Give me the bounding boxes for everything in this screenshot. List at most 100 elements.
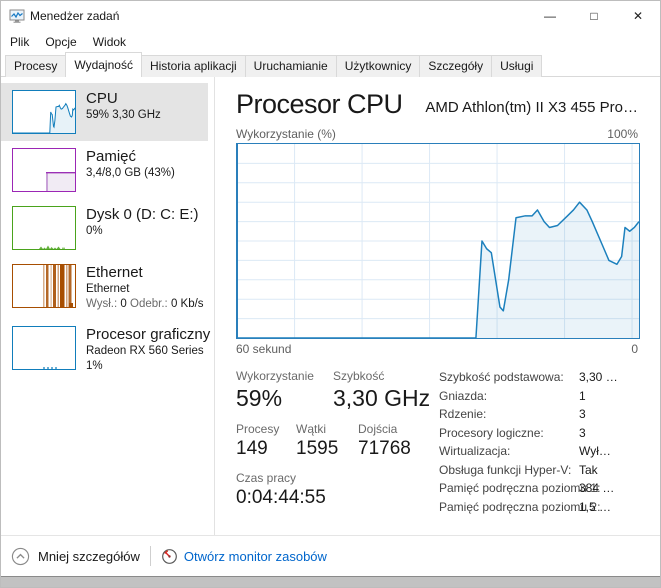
gpu-title: Procesor graficzny <box>86 326 211 343</box>
sidebar-item-memory[interactable]: Pamięć 3,4/8,0 GB (43%) <box>1 141 208 199</box>
menu-widok[interactable]: Widok <box>92 35 127 49</box>
detail-row: Gniazda: 1 <box>439 389 638 408</box>
tab-wydajnosc[interactable]: Wydajność <box>65 52 142 77</box>
window-title: Menedżer zadań <box>30 9 120 23</box>
chart-ylabel: Wykorzystanie (%) <box>236 127 336 141</box>
cpu-stats-block: Wykorzystanie Szybkość 59% 3,30 GHz Proc… <box>236 369 439 520</box>
cpu-details-list: Szybkość podstawowa: 3,30 … Gniazda: 1 R… <box>439 369 638 520</box>
ethernet-throughput-text: Wysł.: 0 Odebr.: 0 Kb/s <box>86 297 204 312</box>
utilization-value: 59% <box>236 385 283 411</box>
chart-ymax-label: 100% <box>607 127 638 141</box>
detail-row: Procesory logiczne: 3 <box>439 426 638 445</box>
cpu-usage-text: 59% 3,30 GHz <box>86 109 161 121</box>
open-resource-monitor-label: Otwórz monitor zasobów <box>183 548 327 564</box>
detail-row: Wirtualizacja: Wył… <box>439 444 638 463</box>
sidebar-item-gpu[interactable]: Procesor graficzny Radeon RX 560 Series … <box>1 319 211 381</box>
page-title: Procesor CPU <box>236 89 403 119</box>
cpu-title: CPU <box>86 90 118 107</box>
tab-strip: Procesy Wydajność Historia aplikacji Uru… <box>1 52 660 77</box>
processes-label: Procesy <box>236 422 280 436</box>
chart-xmin-label: 0 <box>631 342 638 356</box>
ethernet-title: Ethernet <box>86 264 143 281</box>
app-icon <box>9 9 25 23</box>
disk-usage-text: 0% <box>86 225 103 237</box>
close-button[interactable]: ✕ <box>632 9 644 23</box>
detail-label: Pamięć podręczna poziomu 2: <box>439 499 601 514</box>
ethernet-mini-chart <box>12 264 76 308</box>
uptime-label: Czas pracy <box>236 471 297 485</box>
cpu-mini-chart <box>12 90 76 134</box>
chart-gridlines <box>238 144 639 338</box>
handles-value: 71768 <box>358 438 411 459</box>
resource-monitor-gauge-icon <box>161 548 177 564</box>
detail-row: Pamięć podręczna poziomu 2: 1,5 … <box>439 500 638 519</box>
uptime-value: 0:04:44:55 <box>236 487 326 508</box>
menu-opcje[interactable]: Opcje <box>45 35 77 49</box>
threads-value: 1595 <box>296 438 339 459</box>
ethernet-adapter-name: Ethernet <box>86 283 130 295</box>
handles-label: Dojścia <box>358 422 398 436</box>
detail-row: Rdzenie: 3 <box>439 407 638 426</box>
footer-bar: Mniej szczegółów Otwórz monitor zasobów <box>1 535 660 576</box>
speed-label: Szybkość <box>333 369 385 383</box>
ethernet-sent-label: Wysł.: <box>86 298 118 310</box>
detail-label: Rdzenie: <box>439 407 487 421</box>
menu-plik[interactable]: Plik <box>10 35 30 49</box>
disk-mini-chart <box>12 206 76 250</box>
detail-value: 3 <box>579 425 586 440</box>
tab-uruchamianie[interactable]: Uruchamianie <box>244 55 337 77</box>
menu-bar: Plik Opcje Widok <box>1 31 660 53</box>
memory-usage-text: 3,4/8,0 GB (43%) <box>86 167 175 179</box>
processes-value: 149 <box>236 438 268 459</box>
open-resource-monitor-link[interactable]: Otwórz monitor zasobów <box>161 548 327 565</box>
minimize-button[interactable]: — <box>544 9 556 23</box>
detail-value: 384 … <box>579 481 615 495</box>
detail-value: Tak <box>579 462 598 477</box>
ethernet-recv-label: Odebr.: <box>130 298 168 310</box>
utilization-label: Wykorzystanie <box>236 369 314 383</box>
less-details-button[interactable]: Mniej szczegółów <box>11 547 140 566</box>
performance-content: CPU 59% 3,30 GHz Pamięć 3,4/8,0 GB (43%) <box>1 77 660 535</box>
memory-mini-chart <box>12 148 76 192</box>
tab-procesy[interactable]: Procesy <box>5 55 67 77</box>
disk-title: Dysk 0 (D: C: E:) <box>86 206 199 223</box>
cpu-usage-chart <box>236 143 640 339</box>
detail-row: Obsługa funkcji Hyper-V: Tak <box>439 463 638 482</box>
detail-value: 1 <box>579 388 586 403</box>
detail-label: Szybkość podstawowa: <box>439 370 564 384</box>
detail-value: 1,5 … <box>579 499 612 514</box>
chart-timespan-label: 60 sekund <box>236 342 292 356</box>
sidebar-item-cpu[interactable]: CPU 59% 3,30 GHz <box>1 83 208 141</box>
detail-value: 3 <box>579 407 586 421</box>
memory-title: Pamięć <box>86 148 137 165</box>
detail-value: Wył… <box>579 444 611 458</box>
ethernet-recv-value: 0 Kb/s <box>170 298 204 310</box>
gpu-usage-text: 1% <box>86 360 103 372</box>
ethernet-sent-value: 0 <box>120 298 127 310</box>
speed-value: 3,30 GHz <box>333 385 431 411</box>
window-bottom-edge <box>1 576 660 587</box>
detail-row: Pamięć podręczna poziomu 1: 384 … <box>439 481 638 500</box>
sidebar-item-disk[interactable]: Dysk 0 (D: C: E:) 0% <box>1 199 208 257</box>
maximize-button[interactable]: □ <box>590 9 598 23</box>
less-details-label: Mniej szczegółów <box>38 548 140 564</box>
cpu-detail-pane: Procesor CPU AMD Athlon(tm) II X3 455 Pr… <box>215 77 660 535</box>
threads-label: Wątki <box>296 422 326 436</box>
tab-historia-aplikacji[interactable]: Historia aplikacji <box>140 55 246 77</box>
sidebar-item-ethernet[interactable]: Ethernet Ethernet Wysł.: 0 Odebr.: 0 Kb/… <box>1 257 208 319</box>
tab-szczegoly[interactable]: Szczegóły <box>419 55 493 77</box>
detail-label: Pamięć podręczna poziomu 1: <box>439 481 601 495</box>
tab-uzytkownicy[interactable]: Użytkownicy <box>335 55 421 77</box>
title-bar: Menedżer zadań — □ ✕ <box>1 1 660 31</box>
gpu-mini-chart <box>12 326 76 370</box>
footer-divider <box>149 546 151 566</box>
detail-value: 3,30 … <box>579 370 618 384</box>
performance-sidebar: CPU 59% 3,30 GHz Pamięć 3,4/8,0 GB (43%) <box>1 77 215 535</box>
tab-uslugi[interactable]: Usługi <box>491 55 543 77</box>
detail-label: Obsługa funkcji Hyper-V: <box>439 462 572 477</box>
detail-label: Wirtualizacja: <box>439 444 511 458</box>
detail-label: Gniazda: <box>439 388 488 403</box>
gpu-adapter-name: Radeon RX 560 Series <box>86 345 204 357</box>
detail-label: Procesory logiczne: <box>439 425 544 440</box>
